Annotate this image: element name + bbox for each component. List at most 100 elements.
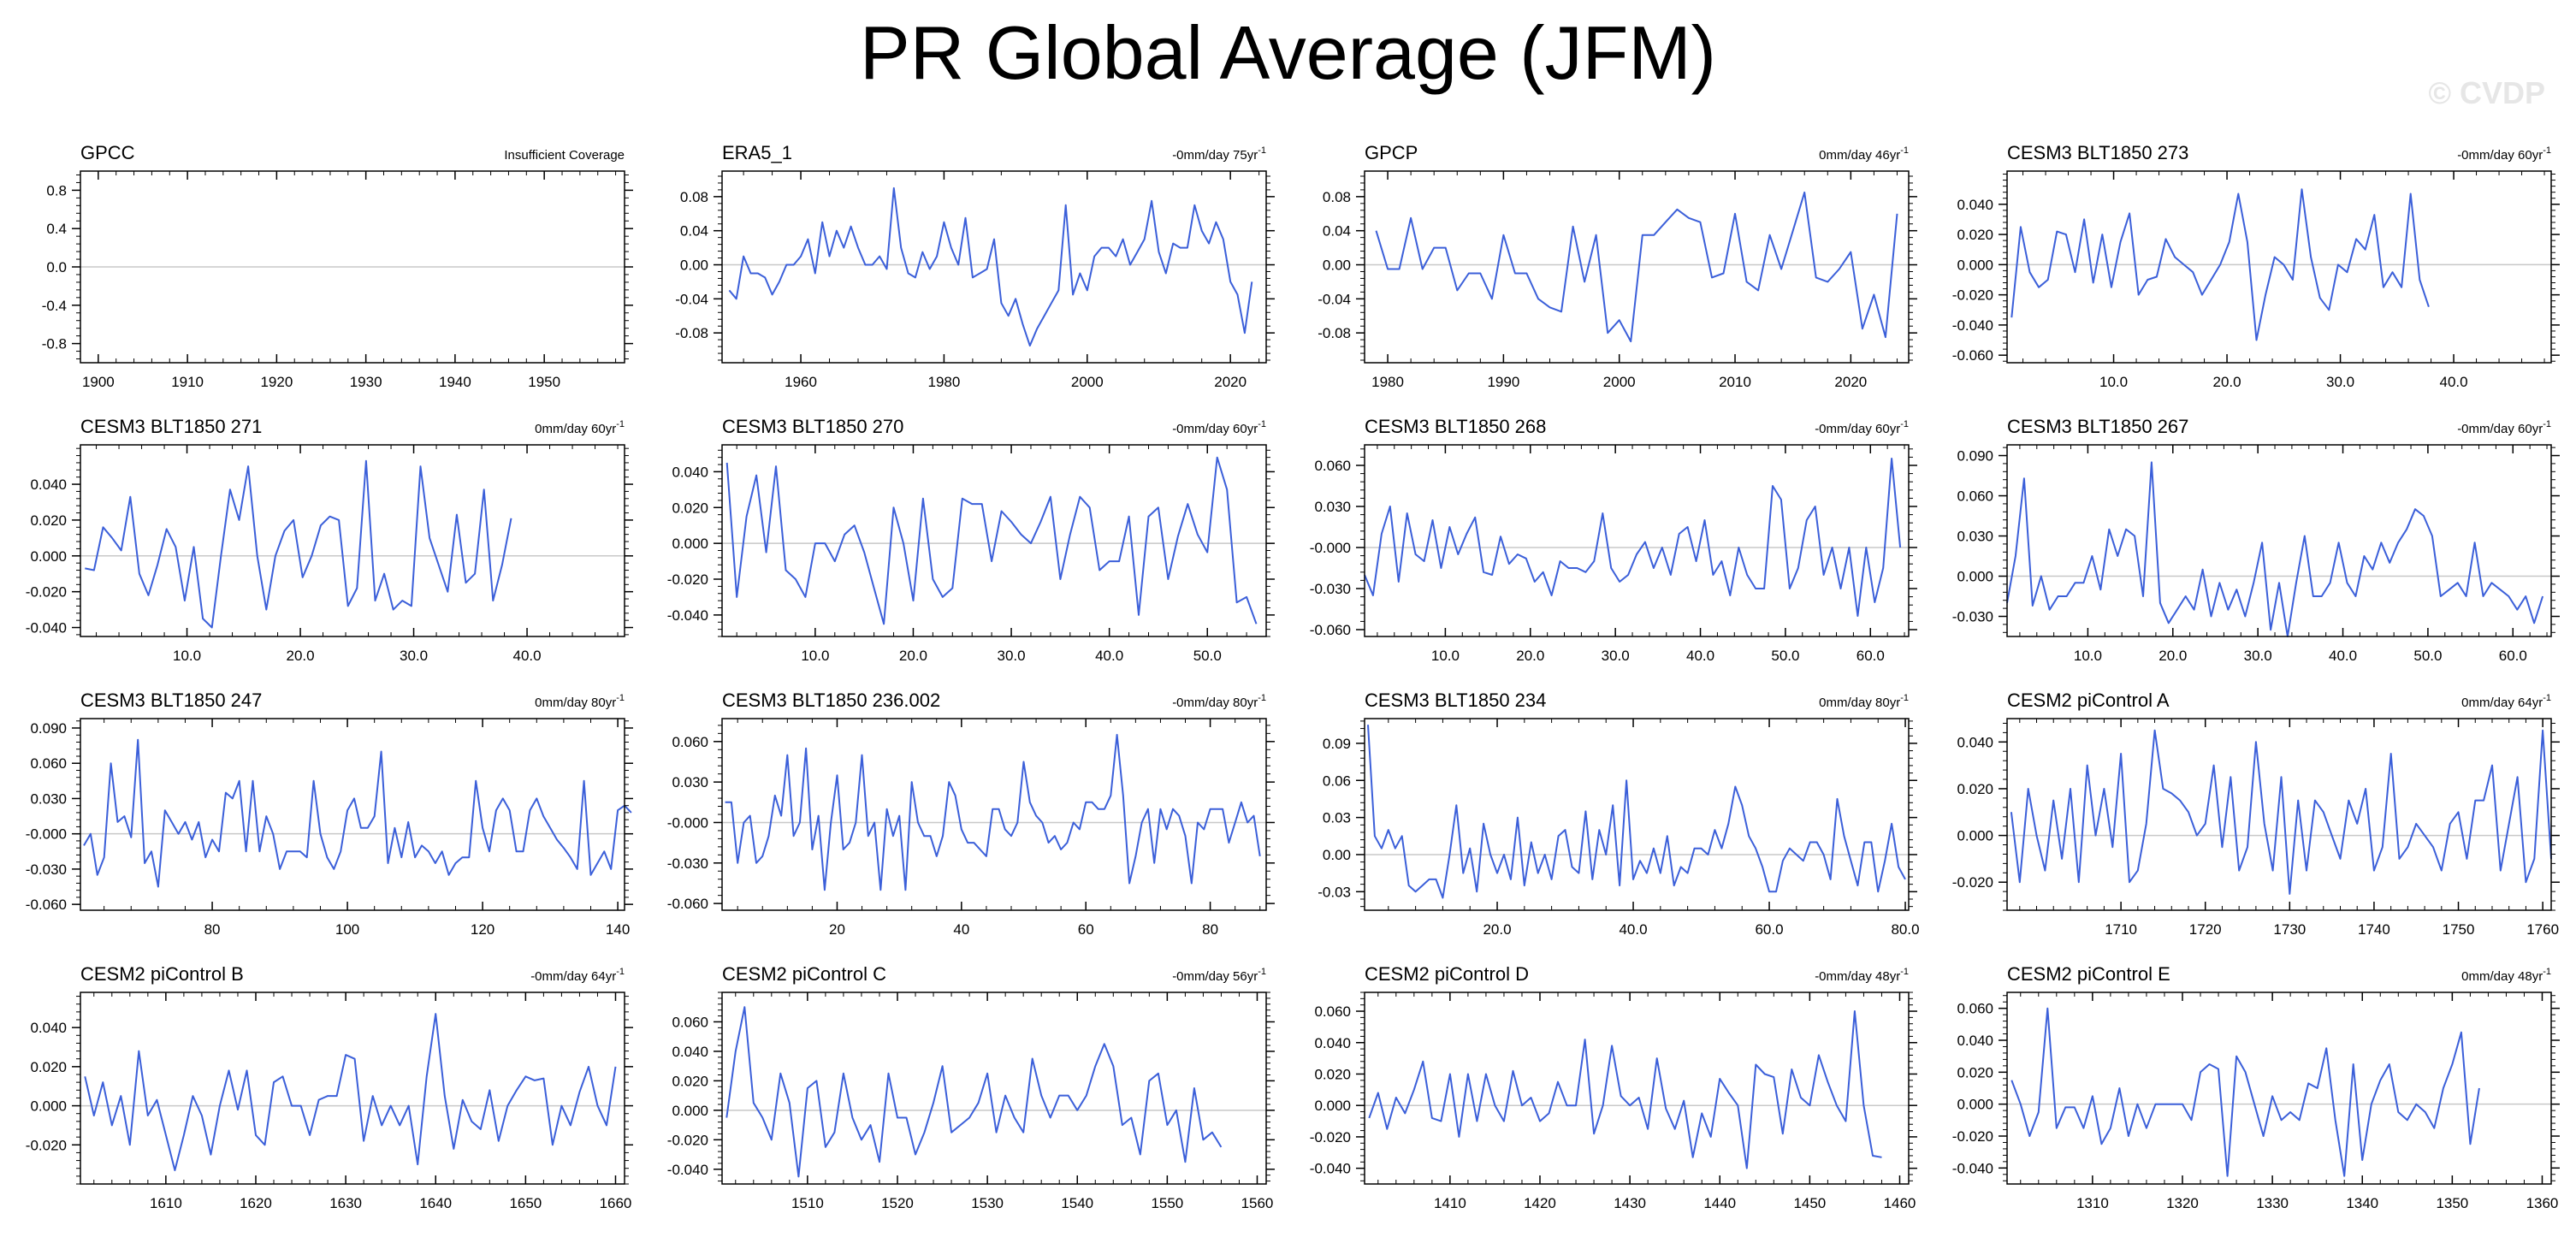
x-tick-label: 1610 <box>150 1195 182 1211</box>
page-title: PR Global Average (JFM) <box>860 10 1716 95</box>
x-tick-label: 2020 <box>1214 374 1247 390</box>
x-tick-label: 1720 <box>2189 921 2222 938</box>
y-tick-label: 0.030 <box>30 790 67 807</box>
x-tick-label: 20.0 <box>2213 374 2241 390</box>
x-tick-label: 1760 <box>2526 921 2559 938</box>
x-tick-label: 10.0 <box>1431 648 1460 664</box>
trend-exponent: -1 <box>1900 693 1909 703</box>
panel-title: CESM3 BLT1850 267 <box>2007 416 2188 437</box>
x-tick-label: 1350 <box>2436 1195 2468 1211</box>
y-tick-label: -0.000 <box>1310 540 1351 556</box>
plot-frame <box>80 718 625 911</box>
x-tick-label: 40.0 <box>1686 648 1714 664</box>
x-tick-label: 60.0 <box>1755 921 1783 938</box>
series-line <box>2010 188 2430 341</box>
y-tick-label: 0.040 <box>1314 1035 1351 1051</box>
x-tick-label: 1310 <box>2076 1195 2109 1211</box>
y-tick-label: -0.08 <box>1318 325 1351 341</box>
y-tick-label: 0.060 <box>1314 1003 1351 1020</box>
x-tick-label: 60.0 <box>1856 648 1885 664</box>
plot-frame <box>80 992 625 1185</box>
panel-trend: 0mm/day 64yr-1 <box>2461 693 2551 710</box>
x-tick-label: 1960 <box>785 374 817 390</box>
x-tick-label: 1410 <box>1434 1195 1466 1211</box>
series-line <box>83 738 632 888</box>
x-tick-label: 1340 <box>2346 1195 2378 1211</box>
y-tick-label: -0.04 <box>1318 291 1351 307</box>
trend-exponent: -1 <box>1900 145 1909 156</box>
panel-trend: -0mm/day 60yr-1 <box>2457 145 2551 163</box>
x-tick-label: 80 <box>1202 921 1218 938</box>
y-tick-label: 0.040 <box>672 464 708 480</box>
trend-exponent: -1 <box>2543 967 2551 977</box>
panel-trend: 0mm/day 80yr-1 <box>1819 693 1909 710</box>
y-tick-label: -0.040 <box>26 620 67 636</box>
panel-11: CESM2 piControl A 0mm/day 64yr-1 1710 1720 1… <box>1952 690 2560 938</box>
panel-4: CESM3 BLT1850 271 0mm/day 60yr-1 10.0 20.0 3… <box>26 416 633 664</box>
x-tick-label: 1450 <box>1793 1195 1826 1211</box>
panel-trend: -0mm/day 60yr-1 <box>1815 419 1909 436</box>
y-tick-label: 0.090 <box>1957 448 1993 465</box>
y-tick-label: -0.000 <box>667 814 708 831</box>
y-tick-label: -0.020 <box>26 1137 67 1153</box>
y-tick-label: -0.040 <box>1952 317 1993 334</box>
panel-title: CESM2 piControl C <box>722 963 886 985</box>
y-tick-label: -0.8 <box>42 336 67 352</box>
x-tick-label: 40 <box>953 921 969 938</box>
series-line <box>2010 729 2552 895</box>
x-tick-label: 1640 <box>419 1195 452 1211</box>
y-tick-label: 0.000 <box>1957 828 1993 844</box>
x-tick-label: 20.0 <box>1516 648 1544 664</box>
panel-title: CESM2 piControl E <box>2007 963 2170 985</box>
y-tick-label: -0.030 <box>667 855 708 872</box>
x-tick-label: 30.0 <box>400 648 428 664</box>
plot-frame <box>721 170 1267 364</box>
y-tick-label: -0.020 <box>667 571 708 588</box>
plot-frame <box>80 444 625 637</box>
panel-title: CESM3 BLT1850 247 <box>80 690 262 711</box>
panel-title: CESM2 piControl D <box>1365 963 1529 985</box>
x-tick-label: 30.0 <box>1602 648 1630 664</box>
y-tick-label: -0.04 <box>675 291 708 307</box>
y-tick-label: 0.060 <box>672 1014 708 1030</box>
trend-exponent: -1 <box>1900 967 1909 977</box>
y-tick-label: 0.000 <box>1957 569 1993 585</box>
panel-10: CESM3 BLT1850 234 0mm/day 80yr-1 20.0 40.0 6… <box>1318 690 1919 938</box>
panel-12: CESM2 piControl B -0mm/day 64yr-1 1610 1620… <box>26 963 633 1211</box>
y-tick-label: -0.020 <box>667 1132 708 1148</box>
y-tick-label: 0.020 <box>672 1073 708 1089</box>
x-tick-label: 50.0 <box>2413 648 2442 664</box>
x-tick-label: 1330 <box>2256 1195 2289 1211</box>
x-tick-label: 1540 <box>1061 1195 1093 1211</box>
trend-exponent: -1 <box>1258 967 1266 977</box>
x-tick-label: 20 <box>829 921 845 938</box>
panel-title: CESM3 BLT1850 268 <box>1365 416 1546 437</box>
x-tick-label: 40.0 <box>513 648 542 664</box>
x-tick-label: 1360 <box>2526 1195 2559 1211</box>
y-tick-label: -0.08 <box>675 325 708 341</box>
x-tick-label: 1900 <box>82 374 115 390</box>
trend-exponent: -1 <box>2543 145 2551 156</box>
panel-trend: -0mm/day 48yr-1 <box>1815 967 1909 984</box>
cvdp-watermark: © CVDP <box>2428 75 2545 110</box>
panel-title: CESM3 BLT1850 271 <box>80 416 262 437</box>
y-tick-label: -0.060 <box>26 897 67 913</box>
plot-frame <box>2006 718 2552 911</box>
x-tick-label: 80 <box>204 921 221 938</box>
x-tick-label: 1910 <box>171 374 204 390</box>
panel-title: GPCC <box>80 142 135 163</box>
y-tick-label: 0.060 <box>1957 1001 1993 1017</box>
x-tick-label: 60 <box>1078 921 1094 938</box>
series-line <box>2006 461 2544 637</box>
x-tick-label: 20.0 <box>2159 648 2187 664</box>
y-tick-label: 0.4 <box>46 221 67 237</box>
panel-title: CESM3 BLT1850 270 <box>722 416 903 437</box>
x-tick-label: 40.0 <box>2329 648 2357 664</box>
x-tick-label: 20.0 <box>1483 921 1511 938</box>
y-tick-label: -0.040 <box>1952 1160 1993 1176</box>
y-tick-label: -0.030 <box>26 861 67 878</box>
series-line <box>1364 458 1902 617</box>
series-line <box>725 1006 1223 1178</box>
panel-trend: -0mm/day 80yr-1 <box>1172 693 1266 710</box>
series-line <box>1367 725 1906 899</box>
